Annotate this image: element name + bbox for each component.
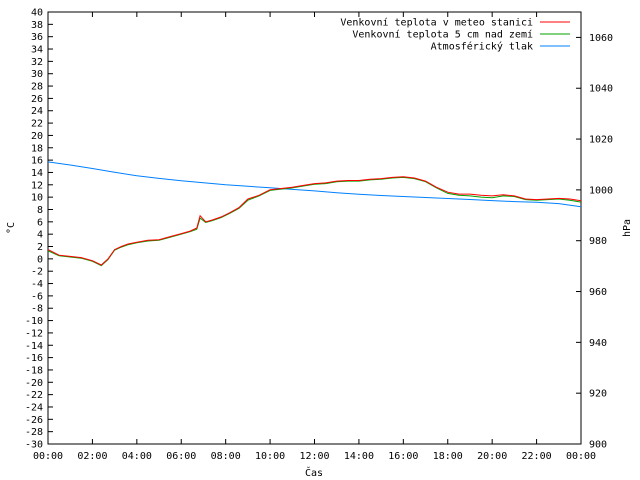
left-tick-label: -12 [25,328,43,339]
left-tick-label: 20 [31,131,43,142]
legend-label-1: Venkovní teplota 5 cm nad zemí [352,29,533,41]
legend-label-0: Venkovní teplota v meteo stanici [340,17,533,29]
right-tick-label: 960 [589,287,607,298]
left-tick-label: 18 [31,143,43,154]
x-tick-label: 00:00 [566,451,596,462]
left-tick-label: -10 [25,316,43,327]
left-tick-label: -20 [25,378,43,389]
series-line-0 [47,176,582,266]
series-lines [47,161,582,267]
left-tick-label: -14 [25,341,43,352]
right-axis: 1060 1040 1020 1000 980 960 940 920 900 [576,33,613,451]
left-tick-label: -2 [31,267,43,278]
x-tick-label: 08:00 [211,451,241,462]
right-tick-label: 1060 [589,33,613,44]
left-tick-label: -16 [25,353,43,364]
series-line-2 [47,161,582,208]
left-tick-label: 0 [37,254,43,265]
left-tick-label: 16 [31,156,43,167]
x-tick-label: 12:00 [299,451,329,462]
right-tick-label: 1040 [589,84,613,95]
left-tick-label: 28 [31,82,43,93]
left-tick-label: 8 [37,205,43,216]
y-axis-right-label: hPa [622,219,633,237]
left-tick-label: 12 [31,180,43,191]
left-tick-label: 22 [31,119,43,130]
x-tick-label: 20:00 [477,451,507,462]
x-tick-label: 04:00 [122,451,152,462]
left-tick-label: 14 [31,168,43,179]
left-tick-label: 30 [31,69,43,80]
left-tick-label: 32 [31,57,43,68]
left-tick-label: 36 [31,32,43,43]
left-tick-label: 26 [31,94,43,105]
left-tick-label: 4 [37,230,43,241]
x-tick-label: 02:00 [77,451,107,462]
right-tick-label: 1000 [589,185,613,196]
x-tick-label: 14:00 [344,451,374,462]
x-axis: 00:00 02:00 04:00 06:00 08:00 10:00 12:00 14:00… [33,12,596,462]
x-tick-label: 22:00 [522,451,552,462]
right-tick-label: 900 [589,440,607,451]
x-axis-label: Čas [305,466,323,479]
left-tick-label: -22 [25,390,43,401]
left-tick-label: 10 [31,193,43,204]
series-line-1 [47,176,582,267]
left-tick-label: 6 [37,217,43,228]
left-tick-label: -28 [25,427,43,438]
y-axis-left-label: °C [6,222,17,234]
right-tick-label: 940 [589,338,607,349]
x-tick-label: 10:00 [255,451,285,462]
left-axis: 4038363432302826242220181614121086420-2-… [25,8,53,451]
left-tick-label: 2 [37,242,43,253]
left-tick-label: 40 [31,8,43,19]
left-tick-label: 34 [31,45,43,56]
x-tick-label: 06:00 [166,451,196,462]
left-tick-label: -30 [25,440,43,451]
left-tick-label: 24 [31,106,43,117]
left-tick-label: -26 [25,415,43,426]
left-tick-label: -24 [25,402,43,413]
left-tick-label: -6 [31,291,43,302]
left-tick-label: -4 [31,279,43,290]
left-tick-label: -8 [31,304,43,315]
x-tick-label: 18:00 [433,451,463,462]
x-tick-label: 16:00 [388,451,418,462]
right-tick-label: 920 [589,389,607,400]
right-tick-label: 980 [589,236,607,247]
left-tick-label: -18 [25,365,43,376]
right-tick-label: 1020 [589,135,613,146]
x-tick-label: 00:00 [33,451,63,462]
left-tick-label: 38 [31,20,43,31]
legend: Venkovní teplota v meteo staniciVenkovní… [340,17,570,53]
legend-label-2: Atmosférický tlak [431,41,533,53]
